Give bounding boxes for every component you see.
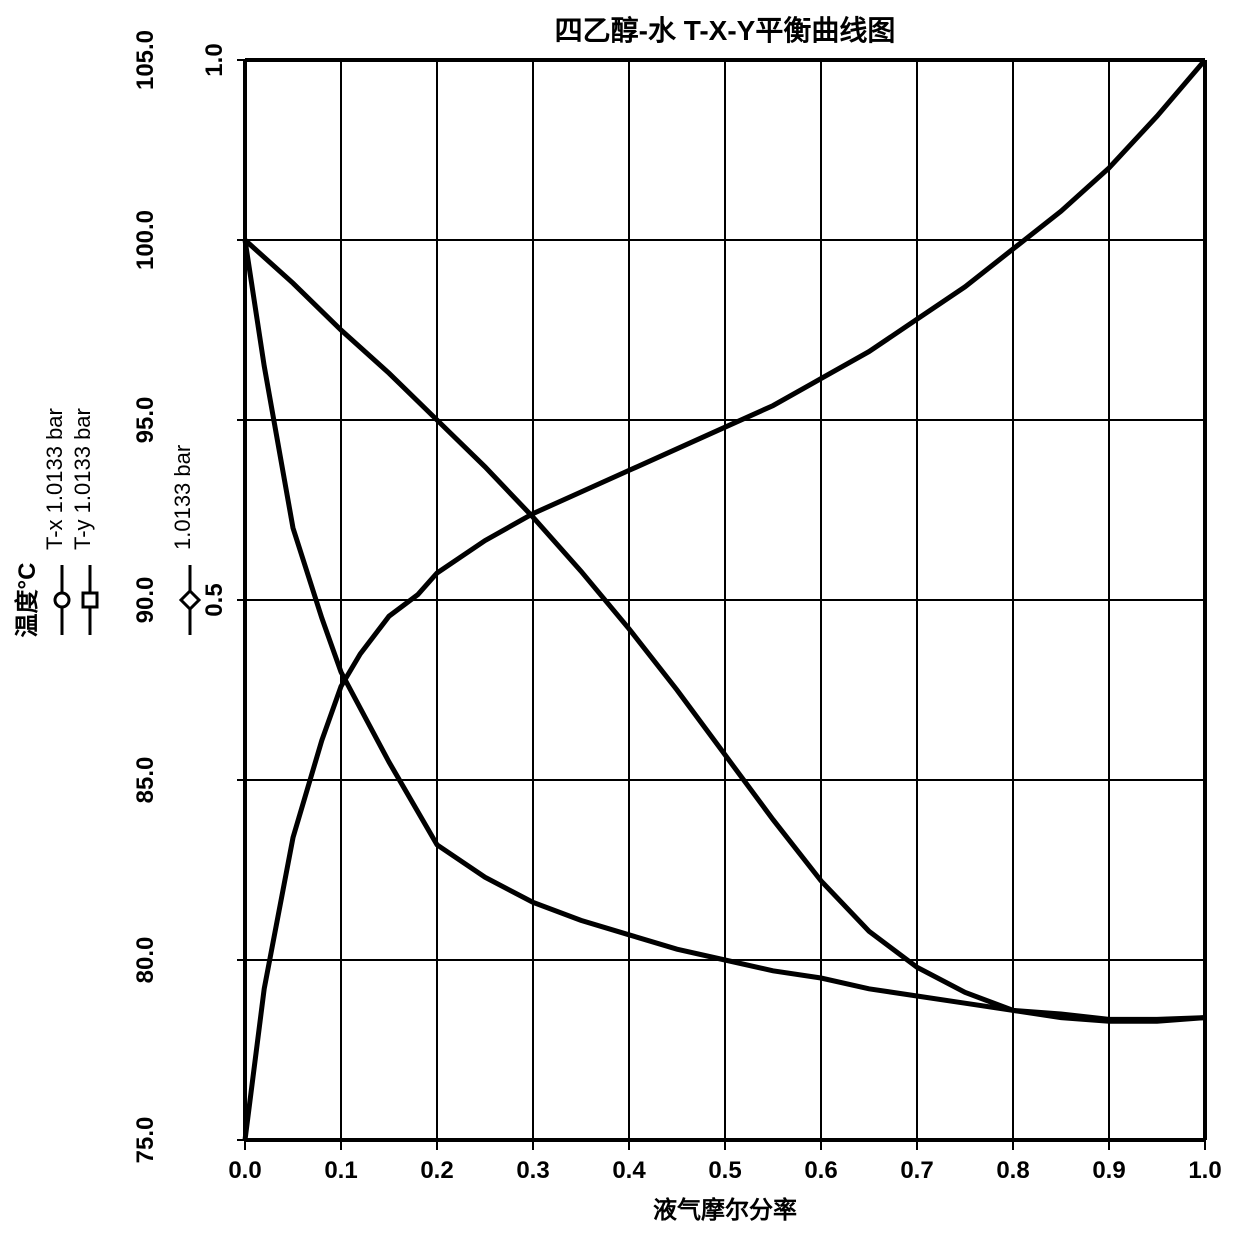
- x-tick-label: 0.8: [996, 1157, 1029, 1184]
- chart-title: 四乙醇-水 T-X-Y平衡曲线图: [555, 14, 896, 46]
- x-tick-label: 1.0: [1188, 1157, 1221, 1184]
- y-axis-inner: 0.5 1.0: [201, 43, 228, 616]
- y-outer-tick-label: 85.0: [132, 757, 159, 804]
- x-tick-label: 0.3: [516, 1157, 549, 1184]
- legend-inner: 1.0133 bar: [170, 445, 199, 635]
- grid: [245, 60, 1205, 1140]
- chart-container: 四乙醇-水 T-X-Y平衡曲线图 0.0 0.1 0.2 0.3 0.4 0.5 0.6 0.7…: [0, 0, 1240, 1251]
- y-inner-tick-label: 1.0: [201, 43, 228, 76]
- x-tick-label: 0.2: [420, 1157, 453, 1184]
- legend-label-xy: 1.0133 bar: [170, 445, 195, 550]
- y-inner-tick-label: 0.5: [201, 583, 228, 616]
- x-tick-label: 0.7: [900, 1157, 933, 1184]
- chart-svg: 四乙醇-水 T-X-Y平衡曲线图 0.0 0.1 0.2 0.3 0.4 0.5 0.6 0.7…: [0, 0, 1240, 1251]
- legend-label-tx: T-x 1.0133 bar: [42, 408, 67, 550]
- x-tick-label: 0.1: [324, 1157, 357, 1184]
- y-outer-tick-label: 100.0: [132, 210, 159, 270]
- y-outer-tick-label: 105.0: [132, 30, 159, 90]
- x-tick-label: 0.9: [1092, 1157, 1125, 1184]
- x-axis: 0.0 0.1 0.2 0.3 0.4 0.5 0.6 0.7 0.8 0.9 1.0 液气摩尔分率: [228, 1140, 1221, 1224]
- x-axis-label: 液气摩尔分率: [653, 1196, 797, 1224]
- x-tick-label: 0.4: [612, 1157, 646, 1184]
- y-outer-tick-label: 75.0: [132, 1117, 159, 1164]
- legend-marker-circle-icon: [55, 593, 69, 607]
- y-outer-tick-label: 90.0: [132, 577, 159, 624]
- legend-outer: 温度°CT-x 1.0133 barT-y 1.0133 bar: [13, 408, 97, 637]
- y-outer-tick-label: 95.0: [132, 397, 159, 444]
- y-outer-axis-label: 温度°C: [13, 563, 41, 638]
- x-tick-label: 0.0: [228, 1157, 261, 1184]
- y-outer-tick-label: 80.0: [132, 937, 159, 984]
- legend-label-ty: T-y 1.0133 bar: [70, 408, 95, 550]
- x-tick-label: 0.6: [804, 1157, 837, 1184]
- legend-marker-diamond-icon: [181, 591, 199, 609]
- legend-marker-square-icon: [83, 593, 97, 607]
- x-tick-label: 0.5: [708, 1157, 741, 1184]
